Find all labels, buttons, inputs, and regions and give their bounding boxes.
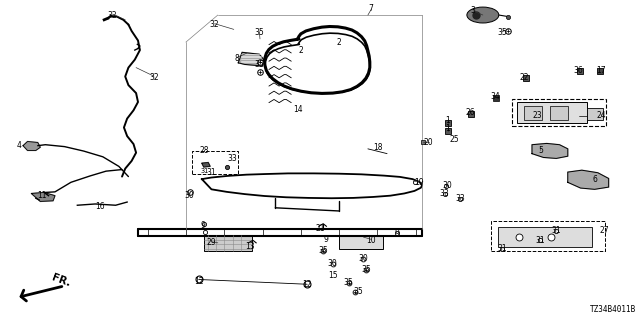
Text: 31: 31 <box>497 244 507 253</box>
Text: 12: 12 <box>194 276 204 285</box>
Text: FR.: FR. <box>51 272 72 288</box>
Polygon shape <box>31 193 55 201</box>
Text: 31: 31 <box>536 236 545 245</box>
Text: 21: 21 <box>316 224 324 233</box>
Polygon shape <box>23 141 40 150</box>
Bar <box>204 235 252 251</box>
Text: 7: 7 <box>369 4 374 13</box>
Polygon shape <box>532 143 568 158</box>
Bar <box>524 106 542 120</box>
Text: 33: 33 <box>227 154 237 163</box>
Text: 31: 31 <box>201 168 209 174</box>
Text: 2: 2 <box>298 45 303 55</box>
Text: 19: 19 <box>414 178 424 187</box>
Text: 33: 33 <box>456 194 465 203</box>
Text: 8: 8 <box>235 53 239 62</box>
Text: 29: 29 <box>207 238 216 247</box>
Text: 10: 10 <box>366 236 376 245</box>
Text: 36: 36 <box>574 66 584 75</box>
Text: 27: 27 <box>600 226 609 235</box>
Text: 14: 14 <box>293 105 303 114</box>
Bar <box>339 236 383 249</box>
Text: 33: 33 <box>440 189 449 198</box>
Text: 3: 3 <box>471 6 476 15</box>
Text: 1: 1 <box>445 116 450 125</box>
Bar <box>587 108 603 120</box>
Text: 35: 35 <box>353 287 363 296</box>
Text: 31: 31 <box>552 226 561 235</box>
Text: 24: 24 <box>596 111 606 120</box>
Bar <box>491 221 605 251</box>
Text: 16: 16 <box>95 202 104 211</box>
Polygon shape <box>238 52 264 66</box>
Text: 26: 26 <box>465 108 475 117</box>
Text: 12: 12 <box>303 280 312 289</box>
Bar <box>550 106 568 120</box>
Bar <box>497 227 592 247</box>
Bar <box>192 151 238 174</box>
Text: 5: 5 <box>538 146 543 155</box>
Polygon shape <box>568 170 609 189</box>
Text: 35: 35 <box>361 265 371 275</box>
Text: 30: 30 <box>358 254 368 263</box>
Text: 17: 17 <box>596 66 606 75</box>
Text: 32: 32 <box>149 73 159 82</box>
Text: 32: 32 <box>210 20 220 29</box>
Text: 35: 35 <box>255 28 264 37</box>
Text: 30: 30 <box>443 181 452 190</box>
Text: 35: 35 <box>255 60 264 69</box>
Text: 25: 25 <box>449 135 459 144</box>
Text: 28: 28 <box>199 146 209 155</box>
Text: 1: 1 <box>445 124 450 132</box>
Text: 35: 35 <box>318 246 328 255</box>
Text: 30: 30 <box>328 259 338 268</box>
Text: 30: 30 <box>184 190 194 200</box>
Text: 20: 20 <box>424 138 433 147</box>
Text: 6: 6 <box>592 175 597 184</box>
Text: 13: 13 <box>245 242 255 251</box>
Text: 32: 32 <box>108 11 117 20</box>
Bar <box>516 102 587 123</box>
Text: 15: 15 <box>328 271 337 280</box>
Bar <box>511 100 606 125</box>
Text: 2: 2 <box>337 38 342 47</box>
Text: 34: 34 <box>491 92 500 101</box>
Circle shape <box>467 7 499 23</box>
Text: 22: 22 <box>520 73 529 82</box>
Text: 31: 31 <box>207 168 216 177</box>
Text: 9: 9 <box>200 221 205 230</box>
Text: 4: 4 <box>16 141 21 150</box>
Text: 11: 11 <box>38 190 47 200</box>
Text: 18: 18 <box>372 143 382 152</box>
Text: 9: 9 <box>324 235 329 244</box>
Text: 23: 23 <box>532 111 542 120</box>
Text: TZ34B4011B: TZ34B4011B <box>590 305 636 314</box>
Polygon shape <box>202 163 210 167</box>
Text: 35: 35 <box>344 278 354 287</box>
Text: 9: 9 <box>394 229 399 238</box>
Text: 35: 35 <box>497 28 507 37</box>
